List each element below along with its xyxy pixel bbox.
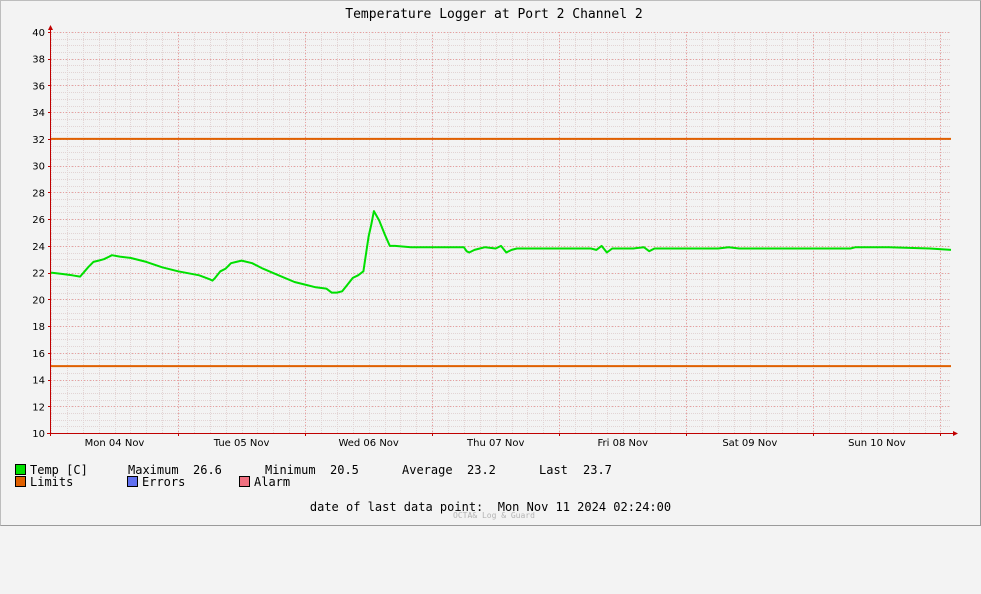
x-tick-label: Sun 10 Nov	[848, 438, 906, 449]
x-tick-label: Tue 05 Nov	[213, 438, 270, 449]
y-axis-tick-labels: 10 12 14 16 18 20 22 24 26 28 30 32 34 36 38 40	[32, 28, 45, 440]
legend-limits: Limits	[15, 476, 73, 489]
x-tick-label: Sat 09 Nov	[722, 438, 777, 449]
y-tick-label: 38	[32, 55, 45, 66]
x-tick-label: Fri 08 Nov	[598, 438, 649, 449]
legend-limits-label: Limits	[30, 475, 74, 489]
temp-series-line	[50, 210, 952, 294]
legend-last-value: 23.7	[583, 463, 612, 477]
y-tick-label: 40	[32, 28, 45, 39]
legend-errors: Errors	[127, 476, 185, 489]
legend-max-value: 26.6	[193, 463, 222, 477]
x-tick-label: Mon 04 Nov	[85, 438, 145, 449]
legend-temp-label: Temp [C]	[30, 463, 88, 477]
x-axis-arrow-icon	[953, 431, 958, 436]
last-data-point: date of last data point: Mon Nov 11 2024…	[309, 500, 672, 514]
y-tick-label: 26	[32, 215, 45, 226]
axes	[47, 25, 958, 436]
y-tick-label: 22	[32, 269, 45, 280]
legend-row-1: Temp [C] Maximum 26.6 Minimum 20.5 Avera…	[15, 464, 612, 477]
y-tick-label: 34	[32, 108, 45, 119]
footer-credit: OCTA& Log & Guard	[453, 511, 535, 520]
legend-row-2: Limits Errors Alarm	[15, 476, 290, 489]
legend-last-label: Last	[539, 463, 568, 477]
legend-alarm-label: Alarm	[254, 475, 291, 489]
legend-alarm: Alarm	[239, 476, 290, 489]
legend-min-label: Minimum	[265, 463, 316, 477]
y-tick-label: 14	[32, 376, 45, 387]
temp-swatch-icon	[15, 464, 26, 475]
x-tick-label: Wed 06 Nov	[338, 438, 398, 449]
legend-errors-label: Errors	[142, 475, 186, 489]
y-tick-label: 20	[32, 295, 45, 306]
legend-avg-value: 23.2	[467, 463, 496, 477]
legend-max-label: Maximum	[128, 463, 179, 477]
legend-temp: Temp [C]	[15, 464, 88, 477]
errors-swatch-icon	[127, 476, 138, 487]
temperature-chart: Temperature Logger at Port 2 Channel 2 1…	[32, 7, 958, 449]
graph-frame	[0, 0, 981, 526]
y-axis-arrow-icon	[48, 25, 53, 30]
alarm-swatch-icon	[239, 476, 250, 487]
y-tick-label: 10	[32, 429, 45, 440]
y-tick-label: 16	[32, 349, 45, 360]
series-layer	[50, 210, 952, 294]
limit-lines	[51, 137, 951, 368]
y-tick-label: 30	[32, 162, 45, 173]
x-axis-tick-labels: Mon 04 Nov Tue 05 Nov Wed 06 Nov Thu 07 Nov…	[85, 438, 906, 449]
y-tick-label: 28	[32, 188, 45, 199]
y-tick-label: 24	[32, 242, 45, 253]
y-tick-label: 12	[32, 402, 45, 413]
chart-title: Temperature Logger at Port 2 Channel 2	[345, 7, 642, 22]
y-tick-label: 36	[32, 81, 45, 92]
legend-avg-label: Average	[402, 463, 453, 477]
y-tick-label: 32	[32, 135, 45, 146]
legend-min-value: 20.5	[330, 463, 359, 477]
y-tick-label: 18	[32, 322, 45, 333]
minor-grid	[51, 32, 951, 434]
limits-swatch-icon	[15, 476, 26, 487]
x-tick-label: Thu 07 Nov	[466, 438, 524, 449]
